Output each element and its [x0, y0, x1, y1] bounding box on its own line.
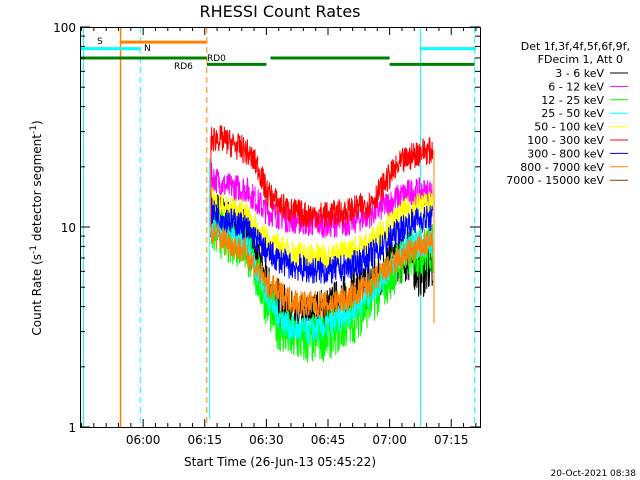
y-tick-label: 10: [61, 221, 76, 235]
legend-header-decim: FDecim 1, Att 0: [538, 53, 623, 66]
legend-label: 12 - 25 keV: [541, 94, 604, 107]
chart-title: RHESSI Count Rates: [200, 2, 361, 21]
legend-label: 800 - 7000 keV: [520, 161, 604, 174]
annotation-label-s: S: [97, 37, 103, 47]
series-layer: [209, 125, 435, 419]
x-tick-label: 07:00: [372, 433, 407, 447]
series-5-line: [210, 125, 434, 229]
y-axis: 1 10 100: [53, 21, 480, 435]
x-tick-label: 06:45: [311, 433, 346, 447]
legend-header-detectors: Det 1f,3f,4f,5f,6f,9f,: [521, 40, 630, 53]
legend-label: 300 - 800 keV: [527, 147, 604, 160]
legend-label: 7000 - 15000 keV: [506, 174, 604, 187]
series-7-line: [210, 222, 434, 319]
legend-label: 100 - 300 keV: [527, 134, 604, 147]
x-tick-label: 06:15: [187, 433, 222, 447]
y-tick-label: 100: [53, 21, 76, 35]
x-axis-label: Start Time (26-Jun-13 05:45:22): [184, 455, 376, 469]
series-6-line: [210, 197, 434, 284]
x-axis: 06:00 06:15 06:30 06:45 07:00 07:15: [81, 27, 477, 447]
legend-label: 50 - 100 keV: [534, 121, 604, 134]
legend: Det 1f,3f,4f,5f,6f,9f, FDecim 1, Att 0 3…: [506, 40, 630, 187]
x-tick-label: 06:00: [126, 433, 161, 447]
y-tick-label: 1: [68, 421, 76, 435]
y-axis-label: Count Rate (s-1 detector segment-1): [29, 120, 44, 335]
x-tick-label: 06:30: [249, 433, 284, 447]
x-tick-label: 07:15: [434, 433, 469, 447]
annotation-label-rd6: RD6: [174, 62, 193, 72]
annotation-label-n: N: [144, 44, 151, 54]
legend-label: 3 - 6 keV: [555, 67, 604, 80]
series-1-line: [210, 162, 434, 239]
legend-label: 6 - 12 keV: [548, 80, 604, 93]
footer-date: 20-Oct-2021 08:38: [551, 469, 637, 479]
legend-label: 25 - 50 keV: [541, 107, 604, 120]
annotation-label-rd0: RD0: [207, 54, 226, 64]
